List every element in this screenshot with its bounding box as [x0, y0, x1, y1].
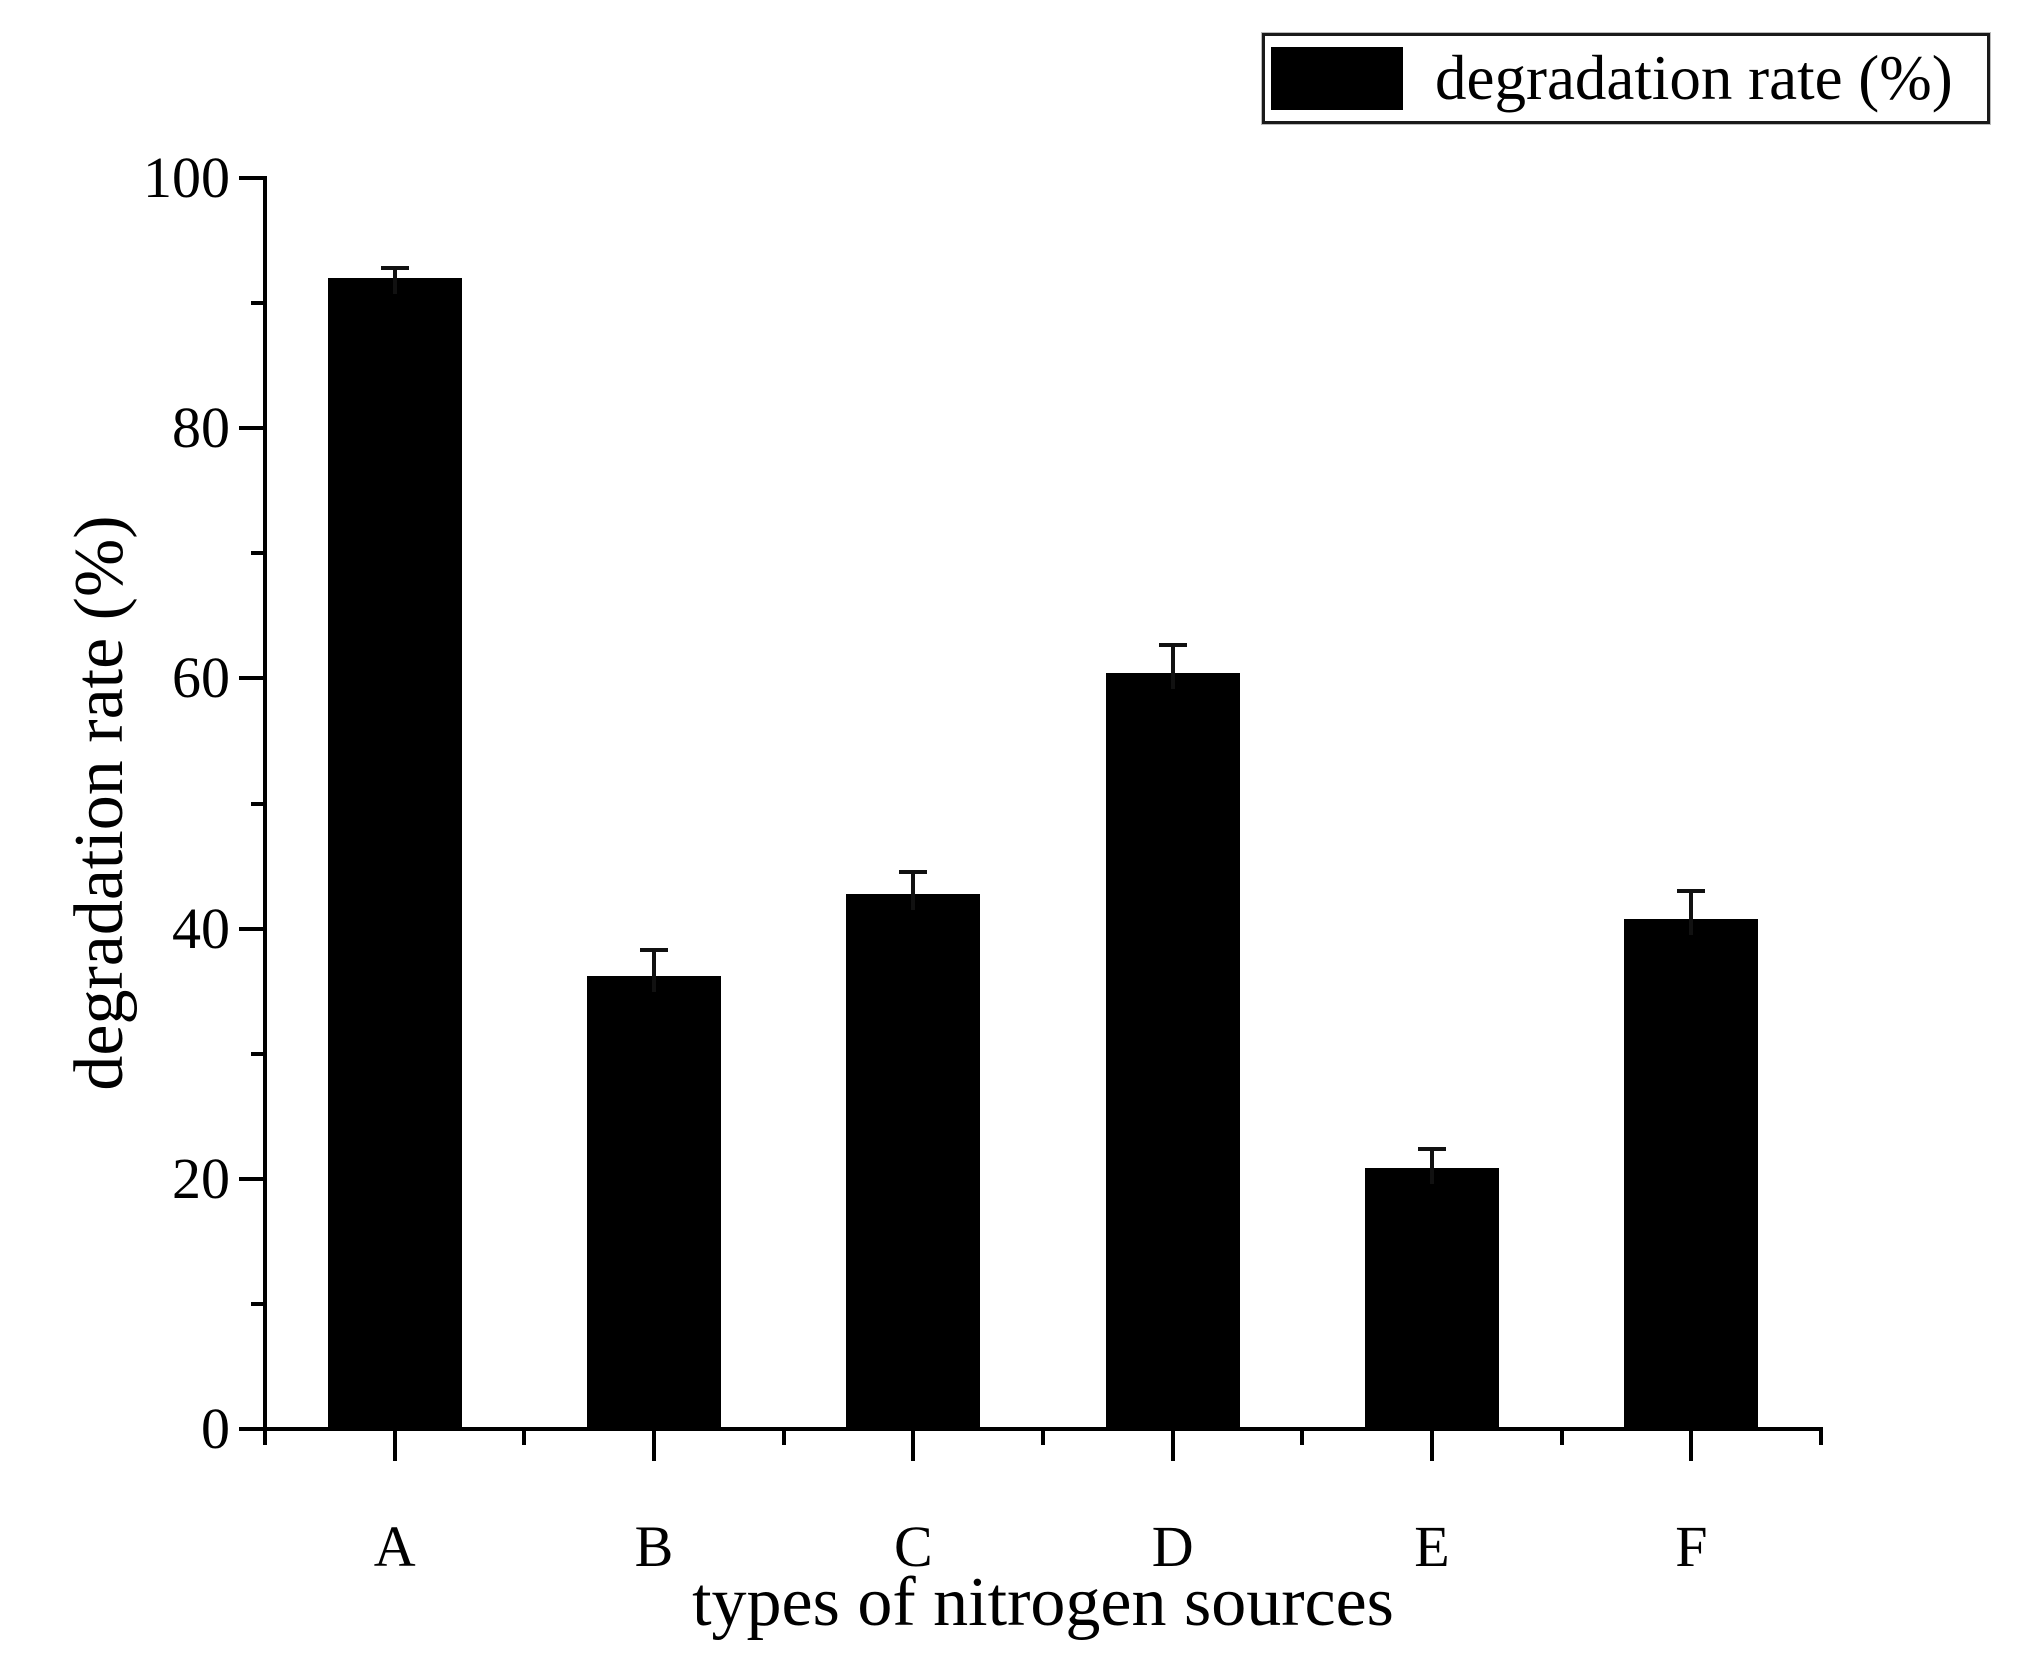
x-axis-line — [263, 1427, 1823, 1431]
y-major-tick-20 — [239, 1176, 265, 1181]
x-tick-label-A: A — [373, 1514, 416, 1579]
x-axis-title: types of nitrogen sources — [692, 1564, 1394, 1641]
x-tick-label-C: C — [893, 1514, 933, 1579]
x-tick-label-B: B — [634, 1514, 674, 1579]
y-major-tick-40 — [239, 926, 265, 931]
y-minor-tick-70 — [251, 551, 265, 556]
y-major-tick-60 — [239, 676, 265, 681]
legend-label: degradation rate (%) — [1435, 43, 1953, 113]
bar-D — [1105, 673, 1240, 1429]
y-major-tick-80 — [239, 426, 265, 431]
error-bar-stem-E — [1430, 1148, 1434, 1184]
error-bar-cap-F — [1677, 889, 1706, 894]
error-bar-stem-B — [652, 949, 656, 993]
x-boundary-tick-4 — [1300, 1431, 1305, 1445]
x-boundary-tick-3 — [1041, 1431, 1045, 1445]
x-tick-label-E: E — [1414, 1514, 1450, 1579]
error-bar-stem-D — [1170, 644, 1175, 690]
x-center-tick-F — [1689, 1431, 1694, 1461]
x-boundary-tick-6 — [1819, 1431, 1823, 1445]
error-bar-stem-F — [1689, 891, 1694, 935]
legend: degradation rate (%) — [1262, 33, 1990, 124]
y-major-tick-0 — [239, 1427, 265, 1431]
bar-E — [1365, 1167, 1499, 1429]
x-tick-label-D: D — [1151, 1514, 1194, 1579]
error-bar-cap-B — [640, 947, 668, 952]
x-tick-label-F: F — [1675, 1514, 1708, 1579]
error-bar-cap-A — [380, 266, 409, 271]
y-axis-line — [263, 176, 267, 1431]
bar-C — [846, 893, 981, 1429]
bar-F — [1624, 918, 1759, 1429]
error-bar-stem-C — [911, 872, 916, 910]
error-bar-stem-A — [392, 268, 397, 295]
x-boundary-tick-5 — [1559, 1431, 1564, 1445]
y-axis-title: degradation rate (%) — [61, 515, 138, 1091]
y-minor-tick-90 — [251, 301, 265, 306]
y-major-tick-100 — [239, 176, 265, 180]
y-tick-label-60: 60 — [172, 645, 230, 711]
x-center-tick-E — [1430, 1431, 1434, 1461]
error-bar-cap-D — [1158, 642, 1187, 647]
legend-swatch — [1271, 47, 1403, 110]
y-tick-label-20: 20 — [172, 1145, 230, 1211]
y-minor-tick-10 — [251, 1301, 265, 1306]
x-center-tick-D — [1170, 1431, 1175, 1461]
x-boundary-tick-1 — [522, 1431, 527, 1445]
y-tick-label-40: 40 — [172, 895, 230, 961]
bar-A — [327, 278, 462, 1429]
x-center-tick-C — [911, 1431, 916, 1461]
x-boundary-tick-0 — [263, 1431, 267, 1445]
x-boundary-tick-2 — [781, 1431, 786, 1445]
y-minor-tick-30 — [251, 1051, 265, 1056]
x-center-tick-B — [652, 1431, 656, 1461]
bar-B — [587, 976, 721, 1429]
error-bar-cap-E — [1418, 1146, 1446, 1151]
x-center-tick-A — [392, 1431, 397, 1461]
y-minor-tick-50 — [251, 801, 265, 806]
error-bar-cap-C — [899, 870, 928, 875]
y-tick-label-80: 80 — [172, 395, 230, 461]
y-tick-label-0: 0 — [201, 1396, 230, 1461]
y-tick-label-100: 100 — [143, 145, 230, 210]
